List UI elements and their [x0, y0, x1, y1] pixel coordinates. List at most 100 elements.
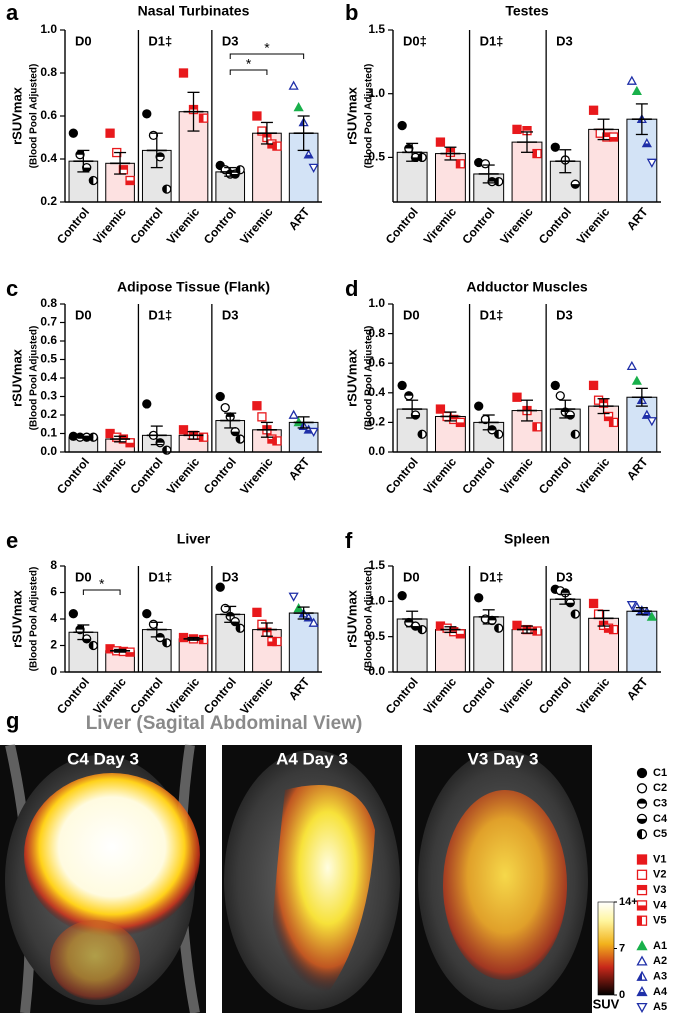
bar — [511, 629, 543, 673]
y-axis-label-sub: (Blood Pool Adjusted) — [29, 567, 40, 672]
error-bar — [256, 622, 277, 637]
legend-label: V2 — [653, 869, 666, 881]
marker-outline — [588, 105, 599, 115]
chart-panel: d Adductor Muscles rSUVmax (Blood Pool Adju… — [344, 276, 661, 497]
y-tick-label: 2 — [50, 638, 57, 652]
marker-outline — [68, 609, 79, 619]
data-point — [417, 624, 427, 635]
marker-outline — [220, 603, 230, 614]
marker-fill — [411, 157, 420, 162]
y-tick-label: 6 — [50, 585, 57, 599]
data-point — [646, 158, 657, 168]
chart-title: Adductor Muscles — [466, 279, 588, 295]
marker-outline — [588, 598, 599, 609]
group-label: D3 — [556, 307, 573, 322]
x-tick-label: Control — [536, 205, 574, 247]
significance-bracket — [229, 53, 305, 59]
group-label: D3 — [222, 33, 239, 48]
x-tick-label: Viremic — [164, 675, 203, 717]
error-bar — [220, 166, 241, 177]
data-point — [646, 611, 657, 621]
data-point — [435, 137, 446, 147]
chart-title: Nasal Turbinates — [138, 3, 250, 19]
data-point — [608, 417, 619, 428]
marker-fill — [162, 638, 167, 647]
chart-panel: e Liver rSUVmax (Blood Pool Adjusted) 0 2 4 6 8 C… — [6, 528, 322, 717]
data-point — [455, 159, 466, 169]
marker-outline — [215, 582, 225, 592]
error-bar — [293, 416, 314, 429]
data-point — [178, 632, 189, 643]
marker-outline — [142, 609, 152, 619]
marker-outline — [593, 609, 604, 619]
image-label: V3 Day 3 — [468, 749, 539, 768]
marker-outline — [512, 620, 522, 631]
error-bar — [73, 435, 94, 439]
data-point — [272, 636, 282, 647]
data-point — [417, 152, 427, 163]
marker-fill — [571, 610, 576, 619]
marker-outline — [308, 163, 319, 173]
marker-fill — [119, 165, 128, 170]
marker-fill — [637, 991, 647, 996]
data-point — [142, 109, 152, 119]
marker-outline — [435, 137, 446, 147]
marker-fill — [523, 126, 531, 131]
y-tick-label: 0.7 — [40, 315, 57, 329]
y-axis-label: rSUVmax — [344, 348, 359, 407]
marker-outline — [636, 767, 648, 779]
group-label: D0 — [403, 307, 420, 322]
legend-label: A5 — [653, 1001, 667, 1013]
x-tick-label: Control — [54, 205, 92, 247]
marker-fill — [637, 905, 647, 910]
data-point — [220, 603, 230, 614]
marker-outline — [257, 412, 267, 422]
legend-item: A1 — [636, 940, 667, 952]
data-point — [474, 401, 484, 411]
marker-fill — [488, 177, 497, 182]
marker-fill — [162, 185, 167, 194]
marker-fill — [199, 433, 204, 442]
marker-fill — [604, 628, 613, 633]
group-label: D0 — [75, 307, 92, 322]
panel-letter: d — [345, 276, 358, 301]
legend-item: A4 — [636, 986, 668, 998]
legend-item: C5 — [636, 828, 667, 840]
marker-outline — [550, 142, 560, 152]
data-point — [404, 391, 414, 401]
legend-label: V5 — [653, 915, 666, 927]
y-tick-label: 0.6 — [40, 108, 57, 122]
panel-letter: a — [6, 0, 19, 25]
image-label: A4 Day 3 — [276, 749, 348, 768]
data-point — [288, 592, 299, 602]
error-bar — [183, 430, 204, 440]
error-bar — [256, 121, 277, 145]
error-bar — [631, 387, 652, 407]
error-bar — [402, 399, 423, 419]
marker-fill — [418, 430, 423, 439]
y-axis-label: rSUVmax — [9, 86, 24, 145]
marker-fill — [571, 184, 580, 189]
data-point — [215, 582, 225, 592]
data-point — [88, 175, 99, 186]
x-tick-label: Control — [54, 455, 92, 497]
data-point — [82, 162, 92, 173]
legend-item: V2 — [636, 869, 666, 881]
error-bar — [478, 164, 499, 184]
marker-fill — [156, 438, 165, 443]
marker-outline — [512, 392, 522, 402]
legend-item: V5 — [636, 915, 666, 927]
data-point — [532, 148, 542, 159]
error-bar — [593, 609, 614, 627]
group-label: D1‡ — [148, 569, 172, 584]
data-point — [215, 391, 225, 402]
panel-letter: f — [345, 528, 353, 553]
x-tick-label: ART — [624, 454, 651, 482]
colorbar-tick-label: 14+ — [619, 896, 638, 908]
error-bar — [110, 435, 131, 443]
marker-fill — [189, 634, 198, 639]
data-point — [162, 184, 172, 194]
marker-outline — [215, 391, 225, 402]
y-tick-label: 0.1 — [40, 426, 57, 440]
